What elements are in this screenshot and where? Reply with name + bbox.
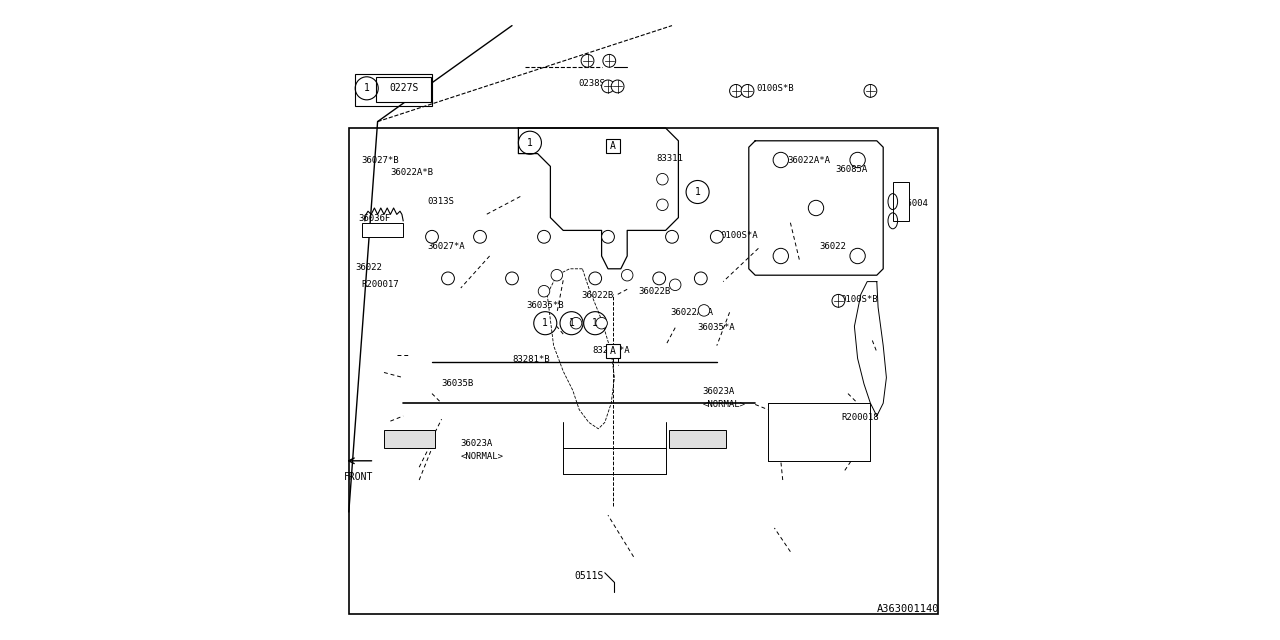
Text: 36085A: 36085A (836, 165, 868, 174)
Text: 36023A: 36023A (461, 439, 493, 448)
Circle shape (864, 84, 877, 97)
Text: FRONT: FRONT (344, 472, 372, 482)
Text: 1: 1 (593, 318, 598, 328)
Circle shape (741, 84, 754, 97)
Text: 1: 1 (695, 187, 700, 197)
Bar (668, 430, 727, 448)
Bar (362, 223, 403, 237)
Text: 83281*A: 83281*A (591, 346, 630, 355)
Text: 36035B: 36035B (442, 380, 474, 388)
Circle shape (539, 285, 550, 297)
Text: 1: 1 (543, 318, 548, 328)
Circle shape (602, 230, 614, 243)
Text: 36004: 36004 (901, 199, 928, 208)
Text: 0238S: 0238S (579, 79, 604, 88)
Text: 36035*B: 36035*B (526, 301, 563, 310)
Text: A: A (611, 141, 616, 151)
Circle shape (657, 199, 668, 211)
Circle shape (550, 269, 563, 281)
Bar (607, 344, 620, 358)
Circle shape (653, 272, 666, 285)
Circle shape (571, 317, 581, 329)
Text: 36022B: 36022B (581, 291, 613, 300)
Text: 36022: 36022 (356, 263, 381, 272)
Circle shape (657, 173, 668, 185)
Text: 0100S*B: 0100S*B (756, 84, 794, 93)
Text: A: A (611, 346, 616, 356)
Bar (893, 182, 909, 221)
Text: 1: 1 (527, 138, 532, 148)
Text: 0227S: 0227S (389, 83, 419, 93)
Text: 36022A*A: 36022A*A (787, 156, 831, 164)
Circle shape (622, 269, 634, 281)
Text: 36022A*A: 36022A*A (671, 308, 713, 317)
Circle shape (603, 54, 616, 67)
Circle shape (612, 80, 625, 93)
Text: 36027*A: 36027*A (428, 242, 465, 251)
Text: 36035*A: 36035*A (698, 323, 735, 332)
Text: 36022A*B: 36022A*B (390, 168, 434, 177)
Text: 36022: 36022 (819, 242, 846, 251)
Text: 36027*B: 36027*B (362, 156, 399, 164)
Text: 1: 1 (568, 318, 575, 328)
Text: R200017: R200017 (362, 280, 399, 289)
Circle shape (589, 272, 602, 285)
Bar (348, 128, 938, 614)
Text: 83311: 83311 (657, 154, 682, 163)
Text: 0100S*B: 0100S*B (840, 295, 878, 304)
Circle shape (442, 272, 454, 285)
Text: 36022B: 36022B (639, 287, 671, 296)
Text: 36023A: 36023A (703, 387, 735, 396)
Text: 0313S: 0313S (428, 197, 454, 206)
Circle shape (538, 230, 550, 243)
Bar (607, 139, 620, 153)
Circle shape (666, 230, 678, 243)
Circle shape (832, 294, 845, 307)
Circle shape (602, 80, 614, 93)
Circle shape (506, 272, 518, 285)
Circle shape (596, 317, 608, 329)
Circle shape (710, 230, 723, 243)
Bar (384, 430, 435, 448)
Circle shape (730, 84, 742, 97)
Text: <NORMAL>: <NORMAL> (703, 400, 746, 409)
Text: R200018: R200018 (842, 413, 879, 422)
Circle shape (425, 230, 438, 243)
Text: 0100S*A: 0100S*A (719, 231, 758, 240)
Bar (376, 77, 430, 102)
Text: <NORMAL>: <NORMAL> (461, 452, 504, 461)
Text: 83281*B: 83281*B (512, 355, 549, 364)
Circle shape (581, 54, 594, 67)
Circle shape (694, 272, 707, 285)
Circle shape (669, 279, 681, 291)
Text: 36036F: 36036F (358, 214, 390, 223)
Bar (356, 74, 433, 106)
Circle shape (699, 305, 709, 316)
Text: 1: 1 (364, 83, 370, 93)
Text: A363001140: A363001140 (877, 604, 940, 614)
Circle shape (474, 230, 486, 243)
Text: 0511S: 0511S (575, 571, 603, 581)
